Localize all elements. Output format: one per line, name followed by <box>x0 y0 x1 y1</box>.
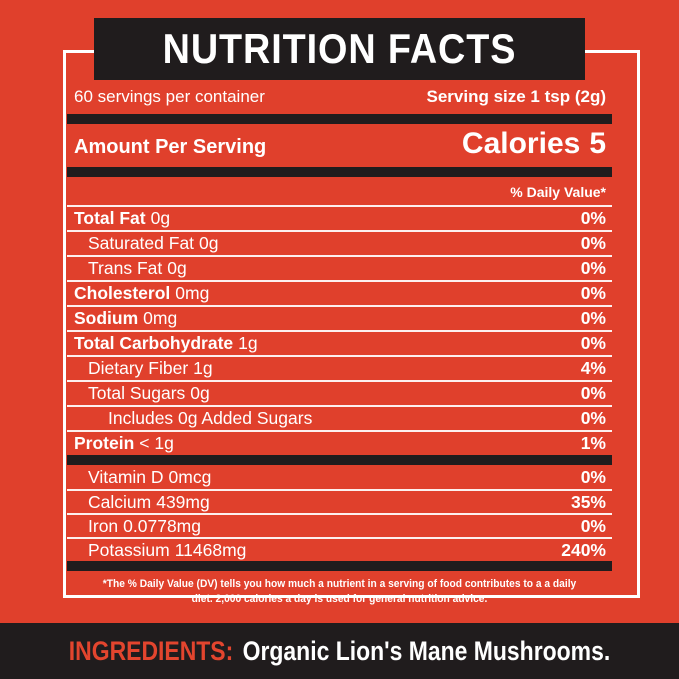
amount-per-serving-label: Amount Per Serving <box>74 136 267 158</box>
nutrient-percent: 0% <box>580 258 606 278</box>
divider-bar-top <box>67 114 612 124</box>
nutrient-percent: 0% <box>580 333 606 353</box>
title-banner: NUTRITION FACTS <box>94 18 585 80</box>
nutrient-amount: < 1g <box>139 433 174 453</box>
footnote-line-2: diet. 2,000 calories a day is used for g… <box>191 592 488 605</box>
nutrient-amount: 0.0778mg <box>123 515 201 536</box>
table-row: Dietary Fiber 1g 4% <box>67 355 612 380</box>
serving-info-row: 60 servings per container Serving size 1… <box>67 86 612 108</box>
nutrient-name: Iron <box>88 515 119 536</box>
table-row: Sodium 0mg 0% <box>67 305 612 330</box>
nutrient-amount: 439mg <box>156 491 210 512</box>
nutrient-amount: 11468mg <box>174 539 247 560</box>
page-title: NUTRITION FACTS <box>162 25 517 72</box>
nutrient-percent: 35% <box>570 491 606 512</box>
ingredients-value: Organic Lion's Mane Mushrooms. <box>242 635 611 666</box>
divider-bar-bottom <box>67 561 612 571</box>
nutrition-facts-panel: 60 servings per container Serving size 1… <box>63 50 640 605</box>
nutrient-amount: 0g <box>190 383 210 403</box>
table-row: Total Carbohydrate 1g 0% <box>67 330 612 355</box>
daily-value-footnote: *The % Daily Value (DV) tells you how mu… <box>67 577 612 606</box>
table-row: Iron 0.0778mg 0% <box>67 513 612 537</box>
nutrient-percent: 0% <box>580 233 606 253</box>
table-row: Includes 0g Added Sugars 0% <box>67 405 612 430</box>
facts-content: 60 servings per container Serving size 1… <box>67 53 612 605</box>
nutrient-amount: 0g <box>150 208 171 228</box>
nutrient-percent: 0% <box>580 283 606 303</box>
nutrient-name: Vitamin D <box>88 466 164 487</box>
table-row: Trans Fat 0g 0% <box>67 255 612 280</box>
nutrient-amount: 0mg <box>143 308 178 328</box>
nutrient-name: Sodium <box>74 308 139 328</box>
nutrient-amount: 1g <box>238 333 258 353</box>
nutrient-percent: 0% <box>580 466 606 487</box>
calories-label: Calories <box>461 127 581 160</box>
nutrient-name: Includes 0g Added Sugars <box>108 408 313 428</box>
calories-value: 5 <box>589 127 606 160</box>
table-row: Protein < 1g 1% <box>67 430 612 455</box>
serving-size: Serving size 1 tsp (2g) <box>426 87 607 106</box>
nutrient-percent: 0% <box>580 408 606 428</box>
nutrient-name: Total Fat <box>74 208 146 228</box>
nutrient-percent: 1% <box>580 433 606 453</box>
nutrient-name: Protein <box>74 433 135 453</box>
nutrient-name: Potassium <box>88 539 170 560</box>
ingredients-line: INGREDIENTS: Organic Lion's Mane Mushroo… <box>69 636 610 667</box>
nutrient-percent: 0% <box>580 308 606 328</box>
nutrient-amount: 0mcg <box>168 466 212 487</box>
divider-bar-calories <box>67 167 612 177</box>
calories-row: Amount Per Serving Calories 5 <box>67 124 612 161</box>
nutrient-percent: 240% <box>561 539 606 560</box>
ingredients-label: INGREDIENTS: <box>68 635 234 666</box>
footnote-line-1: *The % Daily Value (DV) tells you how mu… <box>102 578 577 590</box>
nutrient-name: Dietary Fiber <box>88 358 189 378</box>
nutrient-percent: 0% <box>580 383 606 403</box>
micronutrient-rows: Vitamin D 0mcg 0% Calcium 439mg 35% Iron 0.… <box>67 465 612 561</box>
servings-per-container: 60 servings per container <box>74 87 265 106</box>
table-row: Potassium 11468mg 240% <box>67 537 612 561</box>
nutrient-name: Cholesterol <box>74 283 171 303</box>
nutrient-name: Total Carbohydrate <box>74 333 234 353</box>
nutrient-name: Calcium <box>88 491 152 512</box>
nutrient-percent: 0% <box>580 515 606 536</box>
nutrient-amount: 0g <box>167 258 187 278</box>
nutrient-amount: 0g <box>199 233 219 253</box>
nutrient-percent: 4% <box>580 358 606 378</box>
table-row: Saturated Fat 0g 0% <box>67 230 612 255</box>
table-row: Cholesterol 0mg 0% <box>67 280 612 305</box>
table-row: Vitamin D 0mcg 0% <box>67 465 612 489</box>
nutrient-rows: Total Fat 0g 0% Saturated Fat 0g 0% Trans … <box>67 205 612 455</box>
table-row: Total Sugars 0g 0% <box>67 380 612 405</box>
table-row: Total Fat 0g 0% <box>67 205 612 230</box>
table-row: Calcium 439mg 35% <box>67 489 612 513</box>
nutrient-name: Total Sugars <box>88 383 186 403</box>
nutrient-amount: 0mg <box>175 283 210 303</box>
nutrient-name: Trans Fat <box>88 258 163 278</box>
divider-bar-protein <box>67 455 612 465</box>
calories: Calories 5 <box>462 128 606 160</box>
nutrient-percent: 0% <box>580 208 606 228</box>
nutrient-amount: 1g <box>193 358 213 378</box>
daily-value-header: % Daily Value* <box>510 184 606 200</box>
ingredients-strip: INGREDIENTS: Organic Lion's Mane Mushroo… <box>0 623 679 679</box>
nutrient-name: Saturated Fat <box>88 233 195 253</box>
